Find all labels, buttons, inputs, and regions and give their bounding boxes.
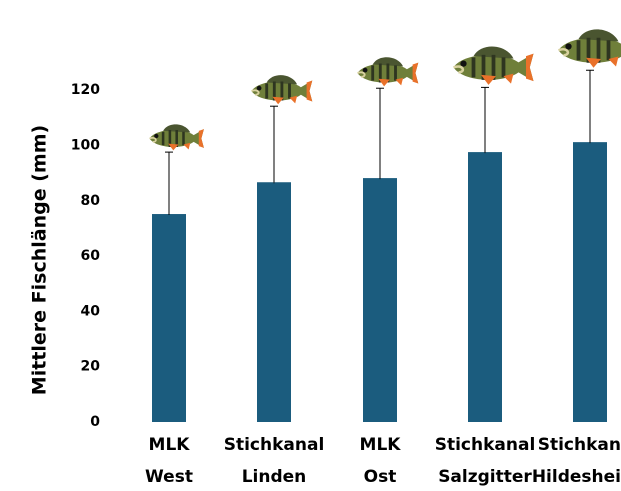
- x-tick-label: Hildeshei: [532, 467, 621, 487]
- bar: [468, 152, 502, 423]
- y-tick-label: 0: [90, 414, 100, 430]
- fish-icon: [148, 123, 206, 152]
- fish-icon: [556, 27, 621, 70]
- x-tick-label: Stichkanal: [435, 435, 536, 455]
- fish-icon: [356, 55, 420, 88]
- x-tick-label: Salzgitter: [438, 467, 532, 487]
- y-tick-label: 20: [81, 359, 101, 375]
- bar: [363, 178, 397, 422]
- y-tick-label: 40: [81, 303, 101, 319]
- x-tick-label: MLK: [360, 435, 402, 455]
- fish-icon: [451, 44, 536, 87]
- y-axis-title: Mittlere Fischlänge (mm): [29, 125, 51, 395]
- bar: [573, 142, 607, 423]
- x-tick-label: Ost: [364, 467, 397, 487]
- x-tick-label: Stichkan: [538, 435, 621, 455]
- y-tick-label: 120: [71, 82, 100, 98]
- x-tick-label: West: [145, 467, 193, 487]
- bar: [257, 182, 291, 422]
- y-tick-label: 80: [81, 193, 101, 209]
- x-tick-label: Linden: [242, 467, 307, 487]
- bar: [152, 214, 186, 422]
- x-tick-label: MLK: [149, 435, 191, 455]
- x-tick-label: Stichkanal: [224, 435, 325, 455]
- y-tick-label: 60: [81, 248, 101, 264]
- fish-icon: [250, 73, 314, 106]
- y-tick-label: 100: [71, 137, 100, 153]
